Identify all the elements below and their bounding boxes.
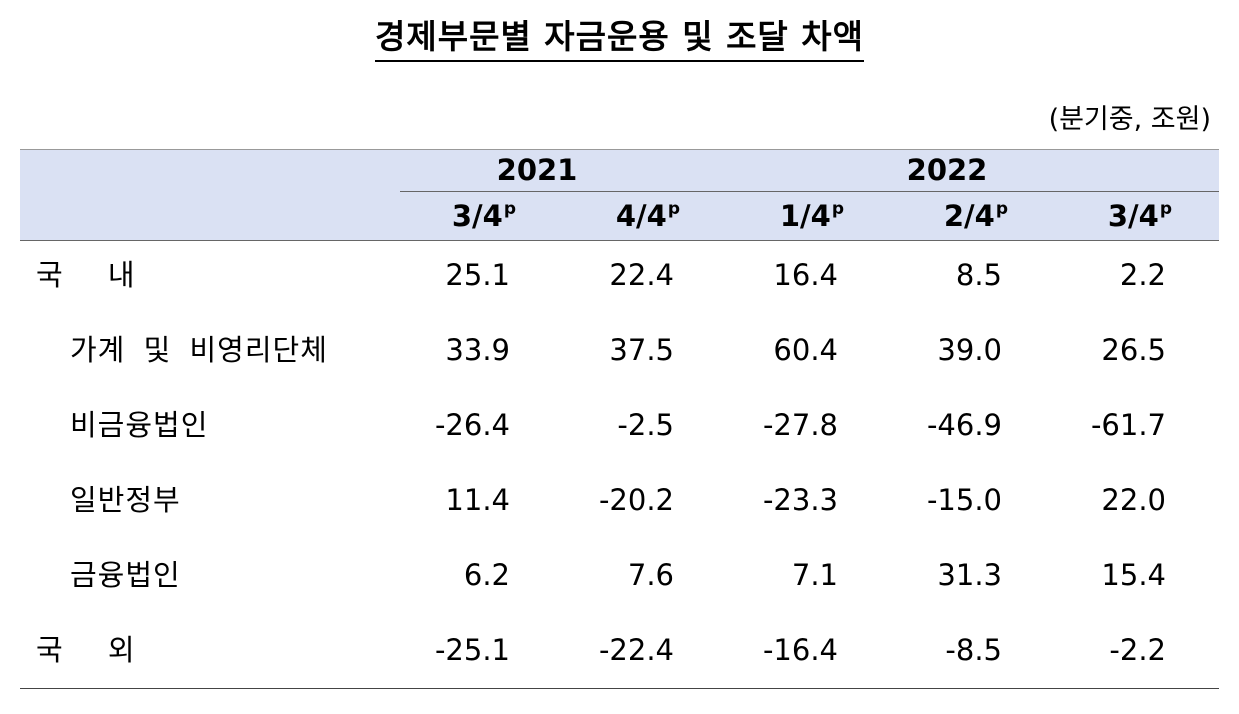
cell-value: -2.2 xyxy=(1109,633,1166,667)
quarter-label: 2/4 xyxy=(943,199,995,233)
cell-value: 22.0 xyxy=(1101,483,1166,517)
year-header: 2022 xyxy=(906,153,988,187)
cell-value: -26.4 xyxy=(434,408,510,442)
cell-value: 39.0 xyxy=(937,333,1002,367)
cell-value: -8.5 xyxy=(945,633,1002,667)
cell-value: 31.3 xyxy=(937,558,1002,592)
preliminary-flag: p xyxy=(1159,199,1172,219)
cell-value: 11.4 xyxy=(445,483,510,517)
row-label: 일반정부 xyxy=(70,483,181,517)
cell-value: 7.1 xyxy=(791,558,838,592)
quarter-label: 1/4 xyxy=(779,199,831,233)
cell-value: -46.9 xyxy=(926,408,1002,442)
year-header: 2021 xyxy=(496,153,578,187)
quarter-header: 3/4p xyxy=(1022,201,1172,231)
cell-value: 2.2 xyxy=(1119,258,1166,292)
cell-value: -23.3 xyxy=(762,483,838,517)
row-label: 국 외 xyxy=(36,633,135,667)
cell-value: -25.1 xyxy=(434,633,510,667)
quarter-label: 4/4 xyxy=(615,199,667,233)
quarter-label: 3/4 xyxy=(1107,199,1159,233)
row-label: 비금융법인 xyxy=(70,408,209,442)
cell-value: 16.4 xyxy=(773,258,838,292)
preliminary-flag: p xyxy=(995,199,1008,219)
cell-value: 6.2 xyxy=(463,558,510,592)
cell-value: 37.5 xyxy=(609,333,674,367)
quarter-label: 3/4 xyxy=(451,199,503,233)
cell-value: -27.8 xyxy=(762,408,838,442)
cell-value: 8.5 xyxy=(955,258,1002,292)
cell-value: -16.4 xyxy=(762,633,838,667)
preliminary-flag: p xyxy=(831,199,844,219)
cell-value: -20.2 xyxy=(598,483,674,517)
unit-label: (분기중, 조원) xyxy=(1048,104,1211,135)
cell-value: 7.6 xyxy=(627,558,674,592)
cell-value: 22.4 xyxy=(609,258,674,292)
cell-value: 60.4 xyxy=(773,333,838,367)
quarter-header: 1/4p xyxy=(694,201,844,231)
quarter-header: 4/4p xyxy=(530,201,680,231)
quarter-header: 2/4p xyxy=(858,201,1008,231)
cell-value: 33.9 xyxy=(445,333,510,367)
title-text: 경제부문별 자금운용 및 조달 차액 xyxy=(375,17,864,62)
cell-value: -2.5 xyxy=(617,408,674,442)
cell-value: 15.4 xyxy=(1101,558,1166,592)
cell-value: 26.5 xyxy=(1101,333,1166,367)
cell-value: -22.4 xyxy=(598,633,674,667)
preliminary-flag: p xyxy=(503,199,516,219)
row-label: 금융법인 xyxy=(70,558,181,592)
cell-value: 25.1 xyxy=(445,258,510,292)
year-divider xyxy=(400,191,1219,192)
cell-value: -61.7 xyxy=(1090,408,1166,442)
cell-value: -15.0 xyxy=(926,483,1002,517)
header-band xyxy=(20,149,1219,241)
quarter-header: 3/4p xyxy=(366,201,516,231)
title: 경제부문별 자금운용 및 조달 차액 xyxy=(0,17,1239,62)
bottom-rule xyxy=(20,688,1219,689)
preliminary-flag: p xyxy=(667,199,680,219)
row-label: 국 내 xyxy=(36,258,135,292)
row-label: 가계 및 비영리단체 xyxy=(70,333,328,367)
